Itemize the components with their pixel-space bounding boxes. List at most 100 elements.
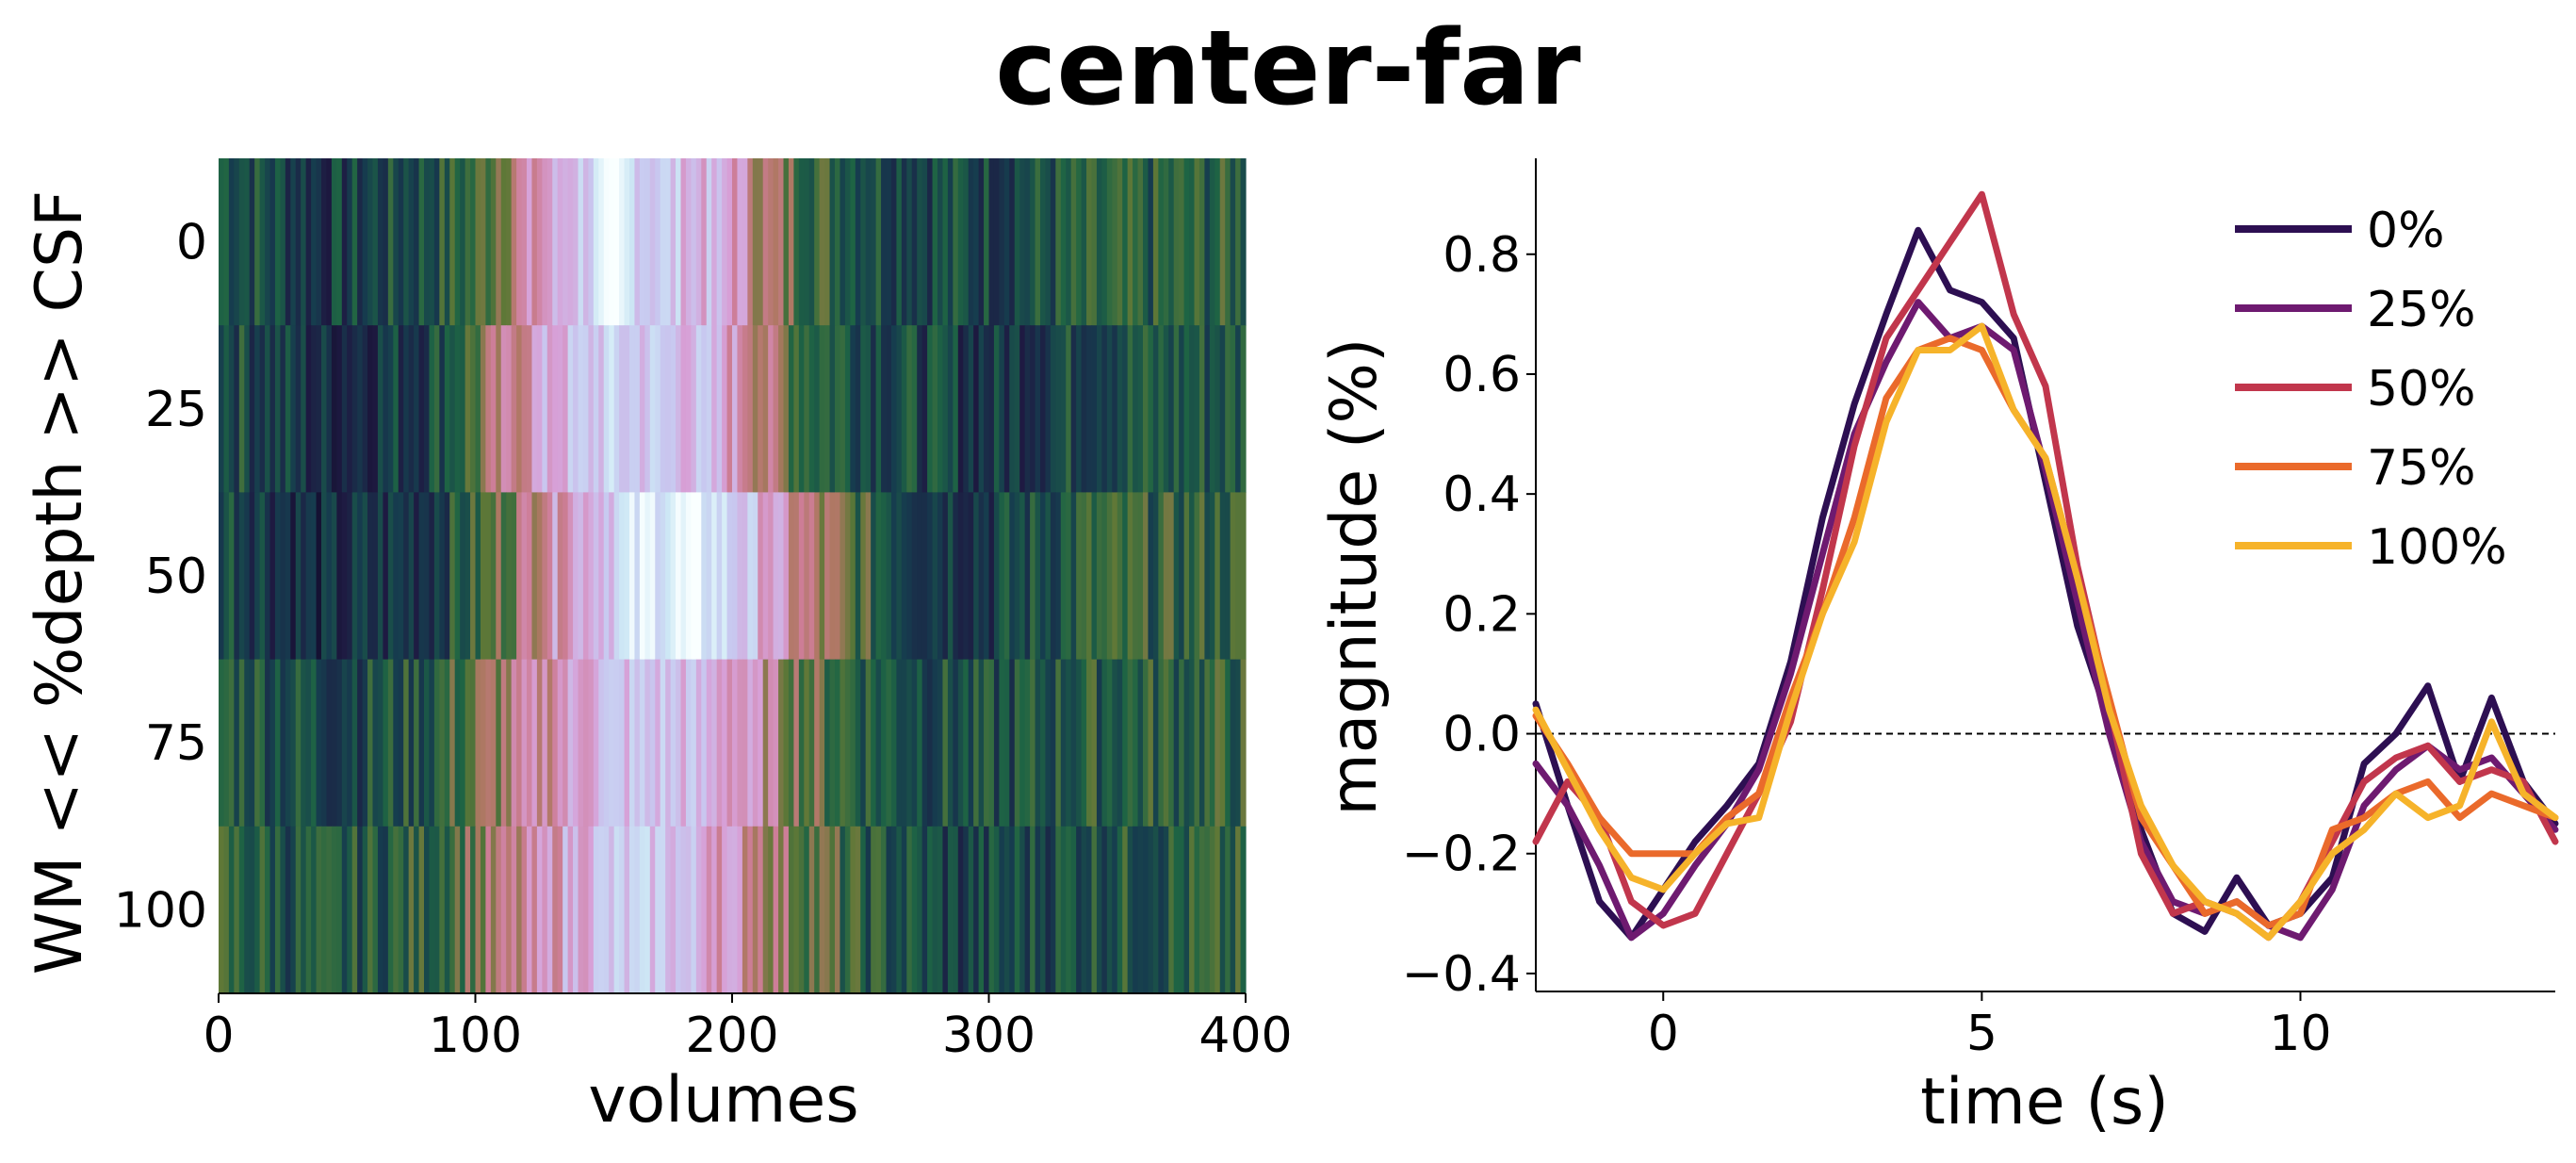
heatmap-cell: [716, 158, 723, 326]
heatmap-cell: [521, 158, 528, 326]
heatmap-cell: [567, 492, 574, 661]
heatmap-cell: [711, 325, 718, 493]
heatmap-cell: [1019, 826, 1026, 994]
heatmap-cell: [783, 659, 790, 827]
heatmap-cell: [973, 492, 980, 661]
heatmap-cell: [470, 325, 477, 493]
heatmap-cell: [238, 826, 245, 994]
heatmap-cell: [490, 325, 497, 493]
heatmap-cell: [598, 158, 605, 326]
heatmap-cell: [706, 492, 712, 661]
heatmap-cell: [993, 659, 1000, 827]
heatmap-cell: [968, 325, 974, 493]
heatmap-cell: [331, 325, 337, 493]
heatmap-cell: [362, 826, 368, 994]
heatmap-cell: [1076, 826, 1083, 994]
heatmap-cell: [670, 492, 677, 661]
heatmap-cell: [475, 492, 481, 661]
heatmap-cell: [917, 325, 923, 493]
heatmap-cell: [290, 826, 297, 994]
legend-item: 50%: [2235, 361, 2476, 418]
heatmap-cell: [1219, 492, 1226, 661]
heatmap-cell: [1173, 158, 1180, 326]
heatmap-cell: [234, 158, 240, 326]
heatmap-cell: [1143, 492, 1149, 661]
heatmap-cell: [367, 158, 374, 326]
heatmap-cell: [439, 826, 446, 994]
heatmap-cell: [613, 325, 620, 493]
figure-title: center-far: [995, 8, 1581, 128]
heatmap-cell: [911, 325, 918, 493]
heatmap-cell: [219, 659, 225, 827]
heatmap-cell: [1225, 325, 1231, 493]
heatmap-cell: [383, 826, 389, 994]
heatmap-cell: [1143, 325, 1149, 493]
heatmap-cell: [351, 659, 358, 827]
heatmap-cell: [347, 325, 353, 493]
heatmap-cell: [444, 492, 450, 661]
heatmap-cell: [449, 325, 456, 493]
heatmap-cell: [433, 659, 440, 827]
heatmap-cell: [557, 158, 563, 326]
heatmap-cell: [1152, 826, 1159, 994]
heatmap-cell: [588, 158, 595, 326]
heatmap-cell: [1040, 659, 1047, 827]
heatmap-cell: [917, 826, 923, 994]
heatmap-cell: [511, 659, 517, 827]
heatmap-y-tick-label: 0: [176, 215, 207, 271]
heatmap-cell: [238, 158, 245, 326]
heatmap-cell: [1035, 158, 1041, 326]
heatmap-cell: [762, 492, 769, 661]
heatmap-cell: [629, 826, 636, 994]
heatmap-cell: [737, 826, 743, 994]
heatmap-cell: [1163, 826, 1169, 994]
heatmap-cell: [582, 158, 589, 326]
heatmap-cell: [947, 826, 954, 994]
heatmap-cell: [362, 492, 368, 661]
heatmap-cell: [1106, 158, 1113, 326]
heatmap-cell: [506, 826, 513, 994]
heatmap-x-tick-label: 0: [203, 1007, 234, 1064]
heatmap-cell: [1235, 492, 1242, 661]
heatmap-chart: 0 100 200 300 400 0 25 50 75 100 volumes WM << %d…: [23, 158, 1293, 1138]
heatmap-cell: [762, 325, 769, 493]
heatmap-cell: [752, 492, 758, 661]
heatmap-cell: [1173, 492, 1180, 661]
heatmap-cell: [1009, 492, 1016, 661]
heatmap-cell: [1045, 158, 1052, 326]
heatmap-cell: [418, 826, 425, 994]
heatmap-cell: [701, 158, 708, 326]
heatmap-cell: [316, 158, 322, 326]
heatmap-cell: [511, 325, 517, 493]
heatmap-cell: [593, 492, 599, 661]
heatmap-cell: [403, 492, 410, 661]
heatmap-cell: [527, 492, 533, 661]
heatmap-cell: [860, 158, 867, 326]
heatmap-cell: [424, 325, 431, 493]
heatmap-cell: [988, 158, 995, 326]
heatmap-cell: [341, 826, 348, 994]
heatmap-cell: [1081, 659, 1087, 827]
heatmap-cell: [603, 826, 610, 994]
heatmap-cell: [984, 659, 990, 827]
heatmap-cell: [454, 492, 461, 661]
heatmap-cell: [1101, 659, 1108, 827]
heatmap-cell: [249, 659, 255, 827]
heatmap-cell: [758, 659, 764, 827]
heatmap-cell: [552, 659, 559, 827]
heatmap-cell: [331, 659, 337, 827]
heatmap-cell: [285, 158, 291, 326]
heatmap-cell: [1240, 659, 1247, 827]
heatmap-cell: [927, 659, 934, 827]
heatmap-cell: [670, 659, 677, 827]
heatmap-cell: [234, 659, 240, 827]
heatmap-cell: [598, 826, 605, 994]
heatmap-cell: [890, 826, 897, 994]
heatmap-cell: [1235, 826, 1242, 994]
heatmap-cell: [387, 826, 394, 994]
heatmap-cell: [691, 158, 697, 326]
heatmap-cell: [901, 158, 907, 326]
heatmap-cell: [588, 492, 595, 661]
heatmap-cell: [1091, 659, 1098, 827]
heatmap-cell: [429, 325, 435, 493]
